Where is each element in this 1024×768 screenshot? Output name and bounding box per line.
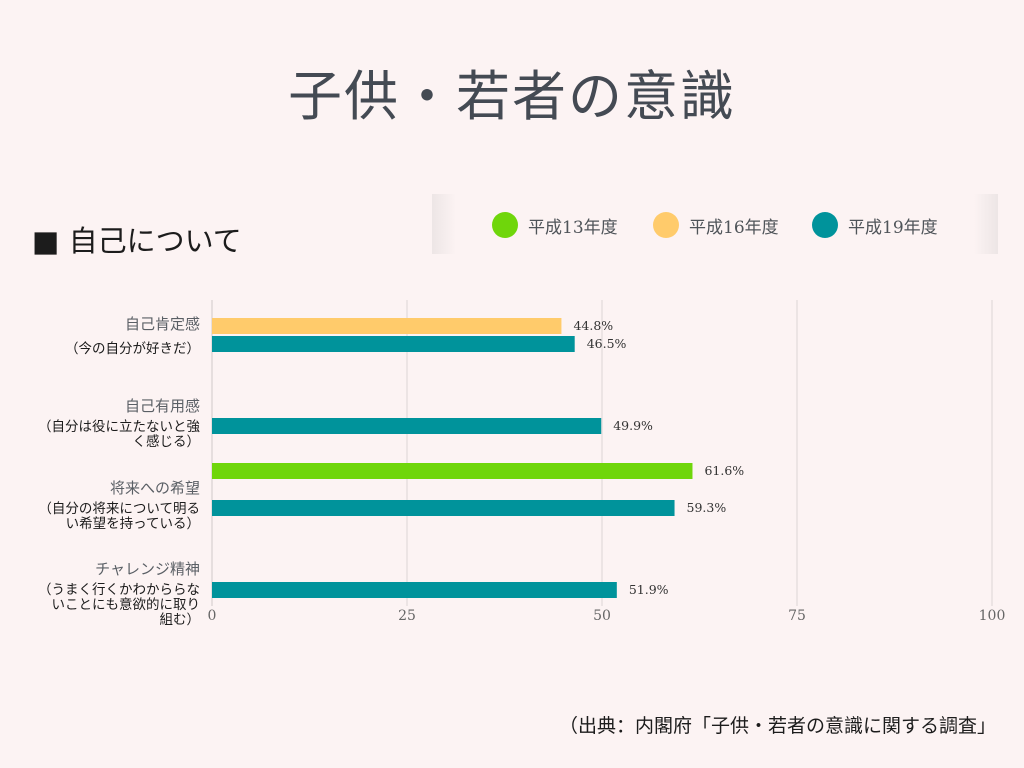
data-label: 46.5% <box>587 336 627 351</box>
category-description: いことにも意欲的に取り <box>51 597 201 613</box>
category-description: （うまく行くかわかららな <box>38 582 200 598</box>
source-citation: （出典：内閣府「子供・若者の意識に関する調査」 <box>558 715 996 737</box>
category-description: い希望を持っている） <box>65 516 200 532</box>
legend-item-h16: 平成16年度 <box>653 212 779 238</box>
section-heading: ■ 自己について <box>32 224 242 258</box>
category-label-future-hope: 将来への希望 （自分の将来について明る い希望を持っている） <box>38 480 200 532</box>
bar <box>212 418 602 434</box>
legend-item-h13: 平成13年度 <box>492 212 618 238</box>
category-title: 将来への希望 <box>109 479 200 497</box>
data-label: 51.9% <box>629 582 669 597</box>
legend-swatch <box>653 212 679 238</box>
category-title: チャレンジ精神 <box>95 560 200 578</box>
x-tick-label: 25 <box>398 608 416 624</box>
data-label: 59.3% <box>687 500 727 515</box>
category-description: く感じる） <box>132 434 201 450</box>
bar <box>212 336 575 352</box>
page-title: 子供・若者の意識 <box>288 65 736 128</box>
legend-item-h19: 平成19年度 <box>812 212 938 238</box>
category-description: （自分の将来について明る <box>38 501 200 517</box>
legend: 平成13年度 平成16年度 平成19年度 <box>432 194 998 254</box>
category-label-self-usefulness: 自己有用感 （自分は役に立たないと強 く感じる） <box>38 398 200 450</box>
category-title: 自己有用感 <box>124 397 200 415</box>
bar <box>212 318 562 334</box>
legend-label: 平成16年度 <box>689 217 779 238</box>
category-label-challenge: チャレンジ精神 （うまく行くかわかららな いことにも意欲的に取り 組む） <box>38 561 200 628</box>
data-label: 61.6% <box>704 463 744 478</box>
x-tick-label: 0 <box>208 608 217 624</box>
bar <box>212 463 693 479</box>
category-description: 組む） <box>159 612 201 628</box>
bar <box>212 500 675 516</box>
category-title: 自己肯定感 <box>124 315 200 333</box>
x-tick-label: 75 <box>788 608 806 624</box>
data-label: 49.9% <box>613 418 653 433</box>
bar <box>212 582 617 598</box>
data-label: 44.8% <box>573 318 613 333</box>
legend-swatch <box>492 212 518 238</box>
legend-label: 平成13年度 <box>528 217 618 238</box>
x-tick-label: 100 <box>979 608 1006 624</box>
category-description: （自分は役に立たないと強 <box>38 419 200 435</box>
category-label-self-esteem: 自己肯定感 （今の自分が好きだ） <box>65 316 200 357</box>
category-description: （今の自分が好きだ） <box>65 341 200 357</box>
x-tick-label: 50 <box>593 608 611 624</box>
legend-label: 平成19年度 <box>848 217 938 238</box>
legend-swatch <box>812 212 838 238</box>
